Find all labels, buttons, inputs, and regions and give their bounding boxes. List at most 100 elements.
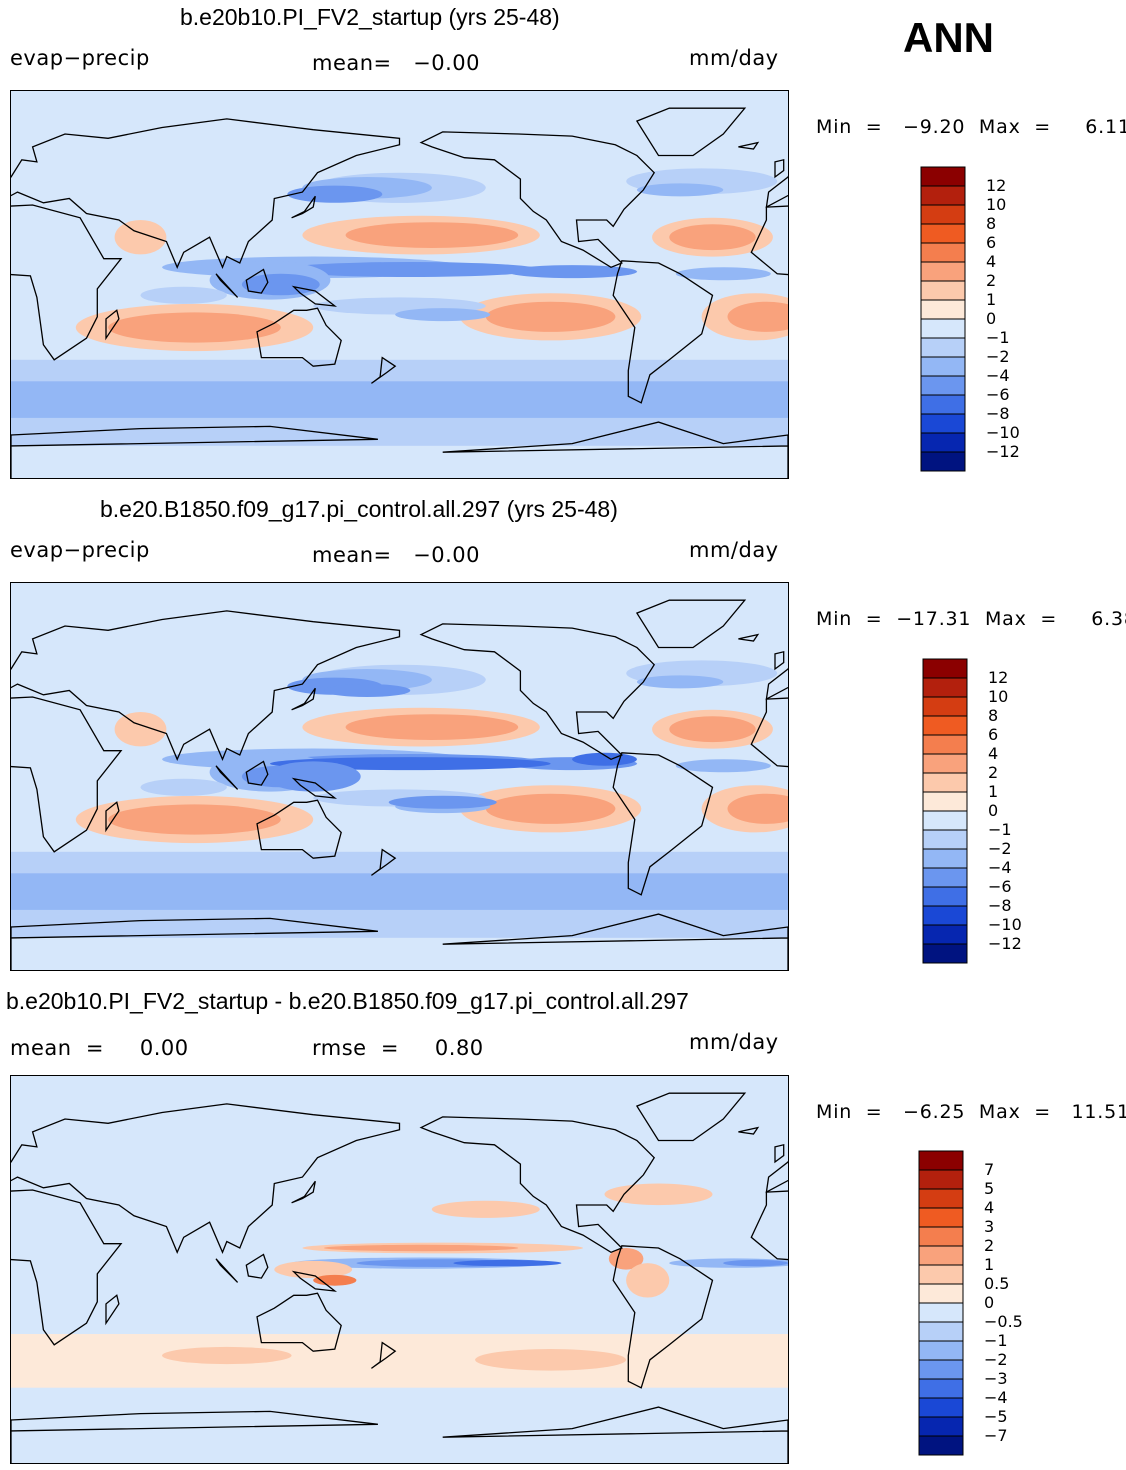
colorbar-tick-label: 0.5 [984,1274,1010,1293]
colorbar-box [918,1302,964,1323]
panel-2-map [10,582,789,971]
season-label: ANN [903,14,994,61]
colorbar-tick-label: −0.5 [984,1312,1023,1331]
colorbar-tick-label: 10 [986,195,1007,214]
coastline [419,623,656,761]
colorbar-box [918,1226,964,1247]
field-contour [345,222,519,249]
colorbar-box [920,280,966,301]
colorbar-tick-label: 4 [986,252,997,271]
colorbar-box [918,1150,964,1171]
colorbar-box [920,204,966,225]
colorbar-tick-label: −8 [986,404,1010,423]
colorbar-box [922,943,968,964]
colorbar-box [920,242,966,263]
colorbar-tick-label: 0 [986,309,997,328]
coastline [256,799,342,859]
colorbar-tick-label: −12 [986,442,1020,461]
field-contour [324,1244,519,1252]
coastline [105,309,120,341]
panel-1-map [10,90,789,479]
colorbar-box [920,223,966,244]
field-contour [280,262,540,277]
colorbar-box [918,1359,964,1380]
coastline [612,1245,714,1389]
colorbar-tick-label: 2 [984,1236,995,1255]
colorbar-tick-label: 12 [986,176,1007,195]
field-contour [265,761,361,792]
colorbar-box [920,356,966,377]
panel-3-map [10,1075,789,1464]
field-contour [395,308,491,322]
colorbar-box [918,1340,964,1361]
colorbar-box [920,413,966,434]
colorbar-tick-label: 8 [986,214,997,233]
field-contour [313,1274,357,1286]
colorbar-box [918,1378,964,1399]
field-contour [675,759,771,773]
field-contour [669,224,756,251]
field-contour [270,1303,529,1330]
field-contour [114,712,167,747]
colorbar-tick-label: −6 [986,385,1010,404]
coastline [738,633,760,642]
colorbar-box [922,905,968,926]
coastline [635,599,747,649]
coastline [256,307,342,367]
coastline [419,1116,656,1254]
coastline [774,650,785,671]
coastline [738,1126,760,1135]
field-contour [86,1275,195,1307]
coastline [215,765,239,790]
panel-2-mean-label: mean= −0.00 [312,543,481,567]
coastline [291,777,338,799]
colorbar-box [920,299,966,320]
colorbar-box [922,734,968,755]
colorbar-box [920,394,966,415]
coastline [256,1292,342,1352]
panel-2-title: b.e20.B1850.f09_g17.pi_control.all.297 (… [100,496,618,522]
colorbar-box [922,867,968,888]
coastline [442,913,788,970]
colorbar-tick-label: 0 [984,1293,995,1312]
field-band [11,1387,788,1431]
colorbar-box [922,696,968,717]
colorbar-box [918,1435,964,1456]
field-contour [431,1200,540,1218]
coastline [371,356,397,384]
coastline [774,1143,785,1164]
coastline [635,107,747,157]
colorbar-tick-label: 6 [988,725,999,744]
coastline [442,1406,788,1463]
field-band [11,873,788,910]
colorbar-tick-label: −1 [986,328,1010,347]
panel-2-colorbar: 12 10 8 6 4 2 1 0 −1 −2 −4 −6 −8 −10 −12 [922,658,1022,969]
field-contour [485,793,616,824]
colorbar-box [920,185,966,206]
colorbar-tick-label: −4 [988,858,1012,877]
colorbar-tick-label: −2 [986,347,1010,366]
colorbar-tick-label: 2 [988,763,999,782]
coastline [635,1092,747,1142]
field-contour [162,1346,292,1365]
coastline [738,141,760,150]
field-contour [723,1259,788,1267]
colorbar-tick-label: 4 [984,1198,995,1217]
coastline [11,696,123,853]
coastline [419,131,656,269]
field-contour [287,185,383,203]
field-band [11,381,788,418]
colorbar-tick-label: 7 [984,1160,995,1179]
colorbar-tick-label: −2 [988,839,1012,858]
colorbar-box [918,1264,964,1285]
coastline [291,1270,338,1292]
coastline [291,195,316,219]
coastline [612,752,714,896]
colorbar-tick-label: −10 [986,423,1020,442]
field-contour [604,1183,713,1206]
panel-3-title: b.e20b10.PI_FV2_startup - b.e20.B1850.f0… [6,988,689,1014]
colorbar-box [920,166,966,187]
colorbar-tick-label: −12 [988,934,1022,953]
panel-3-mean-label: mean = 0.00 [10,1036,189,1060]
coastline [11,425,378,478]
